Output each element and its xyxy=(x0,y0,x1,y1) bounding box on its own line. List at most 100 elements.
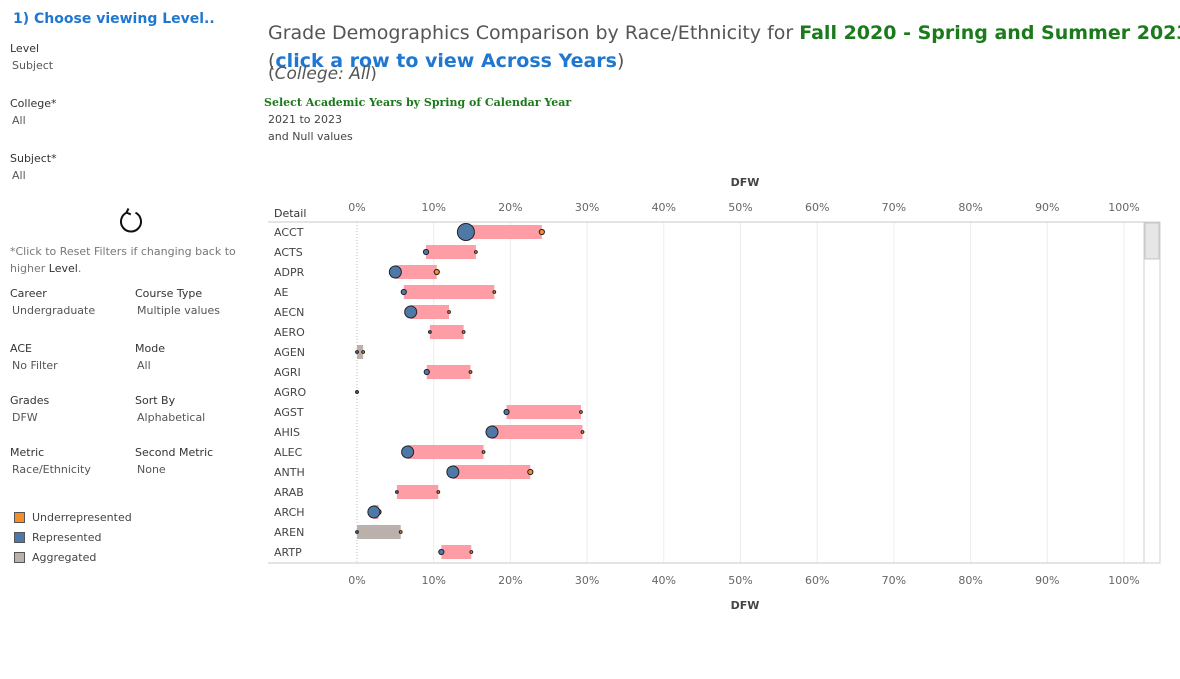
represented-point[interactable] xyxy=(503,408,510,416)
range-bar[interactable] xyxy=(426,245,476,259)
row-label[interactable]: ANTH xyxy=(274,466,305,479)
range-bar[interactable] xyxy=(491,425,583,439)
course-type-filter-value[interactable]: Multiple values xyxy=(137,304,220,317)
underrepresented-point[interactable] xyxy=(481,450,486,454)
range-bar[interactable] xyxy=(403,285,495,299)
legend-item-represented[interactable]: Represented xyxy=(14,531,101,544)
represented-point[interactable] xyxy=(355,530,359,534)
table-row[interactable]: ARAB xyxy=(274,485,441,499)
underrepresented-point[interactable] xyxy=(473,250,478,254)
represented-point[interactable] xyxy=(423,368,430,376)
represented-point[interactable] xyxy=(438,548,445,556)
represented-point[interactable] xyxy=(427,330,432,334)
range-bar[interactable] xyxy=(407,445,484,459)
represented-point[interactable] xyxy=(355,350,359,354)
mode-filter-value[interactable]: All xyxy=(137,359,151,372)
row-label[interactable]: ARTP xyxy=(274,546,302,559)
across-years-link[interactable]: click a row to view Across Years xyxy=(275,50,617,72)
underrepresented-point[interactable] xyxy=(468,370,473,374)
reset-filters-button[interactable] xyxy=(116,205,146,235)
row-label[interactable]: AGST xyxy=(274,406,304,419)
table-row[interactable]: ADPR xyxy=(274,265,440,279)
legend-item-underrepresented[interactable]: Underrepresented xyxy=(14,511,132,524)
row-label[interactable]: ACTS xyxy=(274,246,303,259)
range-bar[interactable] xyxy=(429,325,464,339)
subject-filter-value[interactable]: All xyxy=(12,169,26,182)
row-label[interactable]: ALEC xyxy=(274,446,303,459)
represented-point[interactable] xyxy=(422,248,430,256)
underrepresented-point[interactable] xyxy=(436,490,441,494)
table-row[interactable]: ARTP xyxy=(274,545,474,559)
underrepresented-point[interactable] xyxy=(461,330,466,334)
represented-point[interactable] xyxy=(388,265,402,279)
row-label[interactable]: AGRO xyxy=(274,386,306,399)
row-label[interactable]: AERO xyxy=(274,326,305,339)
chart-scrollbar-track[interactable] xyxy=(1143,221,1161,564)
represented-point[interactable] xyxy=(394,490,399,494)
represented-point[interactable] xyxy=(485,425,499,439)
range-bar[interactable] xyxy=(441,545,472,559)
table-row[interactable]: ACCT xyxy=(274,223,545,241)
years-filter-null[interactable]: and Null values xyxy=(268,130,353,143)
represented-point[interactable] xyxy=(446,465,460,479)
range-bar[interactable] xyxy=(452,465,531,479)
sort-by-filter-value[interactable]: Alphabetical xyxy=(137,411,206,424)
underrepresented-point[interactable] xyxy=(579,410,583,414)
represented-point[interactable] xyxy=(401,445,415,459)
row-label[interactable]: ACCT xyxy=(274,226,304,239)
college-filter-value[interactable]: All xyxy=(12,114,26,127)
underrepresented-point[interactable] xyxy=(398,530,403,534)
underrepresented-point[interactable] xyxy=(447,310,451,314)
years-filter-value[interactable]: 2021 to 2023 xyxy=(268,113,343,126)
underrepresented-point[interactable] xyxy=(492,290,497,294)
table-row[interactable]: AGST xyxy=(274,405,583,419)
range-bar[interactable] xyxy=(506,405,581,419)
table-row[interactable]: AERO xyxy=(274,325,466,339)
table-row[interactable]: ALEC xyxy=(274,445,486,459)
grades-filter-value[interactable]: DFW xyxy=(12,411,38,424)
row-label[interactable]: AECN xyxy=(274,306,304,319)
row-label[interactable]: AE xyxy=(274,286,289,299)
table-row[interactable]: AGRO xyxy=(274,386,359,399)
row-label[interactable]: ADPR xyxy=(274,266,305,279)
range-bar[interactable] xyxy=(395,265,437,279)
row-label[interactable]: AGEN xyxy=(274,346,305,359)
represented-point[interactable] xyxy=(404,305,418,319)
represented-point[interactable] xyxy=(367,505,381,519)
range-bar[interactable] xyxy=(465,225,542,239)
metric-filter-value[interactable]: Race/Ethnicity xyxy=(12,463,91,476)
table-row[interactable]: ANTH xyxy=(274,465,534,479)
underrepresented-point[interactable] xyxy=(469,550,474,554)
career-filter-value[interactable]: Undergraduate xyxy=(12,304,96,317)
ace-filter-value[interactable]: No Filter xyxy=(12,359,58,372)
underrepresented-point[interactable] xyxy=(433,268,440,276)
underrepresented-point[interactable] xyxy=(361,350,366,354)
aggregated-bar[interactable] xyxy=(357,345,364,359)
second-metric-filter-value[interactable]: None xyxy=(137,463,166,476)
range-bar[interactable] xyxy=(410,305,450,319)
row-label[interactable]: AREN xyxy=(274,526,304,539)
represented-point[interactable] xyxy=(400,288,407,296)
row-label[interactable]: ARCH xyxy=(274,506,305,519)
table-row[interactable]: AREN xyxy=(274,525,403,539)
table-row[interactable]: AGRI xyxy=(274,365,473,379)
chart-scrollbar-thumb[interactable] xyxy=(1144,222,1160,260)
underrepresented-point[interactable] xyxy=(580,430,585,434)
aggregated-bar[interactable] xyxy=(357,525,401,539)
row-label[interactable]: ARAB xyxy=(274,486,304,499)
represented-point[interactable] xyxy=(355,390,359,394)
table-row[interactable]: ARCH xyxy=(274,505,382,519)
table-row[interactable]: ACTS xyxy=(274,245,478,259)
represented-point[interactable] xyxy=(456,223,475,241)
level-filter-value[interactable]: Subject xyxy=(12,59,54,72)
range-bar[interactable] xyxy=(426,365,471,379)
row-label[interactable]: AGRI xyxy=(274,366,301,379)
underrepresented-point[interactable] xyxy=(527,468,534,476)
legend-item-aggregated[interactable]: Aggregated xyxy=(14,551,96,564)
table-row[interactable]: AGEN xyxy=(274,345,366,359)
table-row[interactable]: AECN xyxy=(274,305,451,319)
underrepresented-point[interactable] xyxy=(538,228,545,236)
table-row[interactable]: AHIS xyxy=(274,425,585,439)
table-row[interactable]: AE xyxy=(274,285,497,299)
